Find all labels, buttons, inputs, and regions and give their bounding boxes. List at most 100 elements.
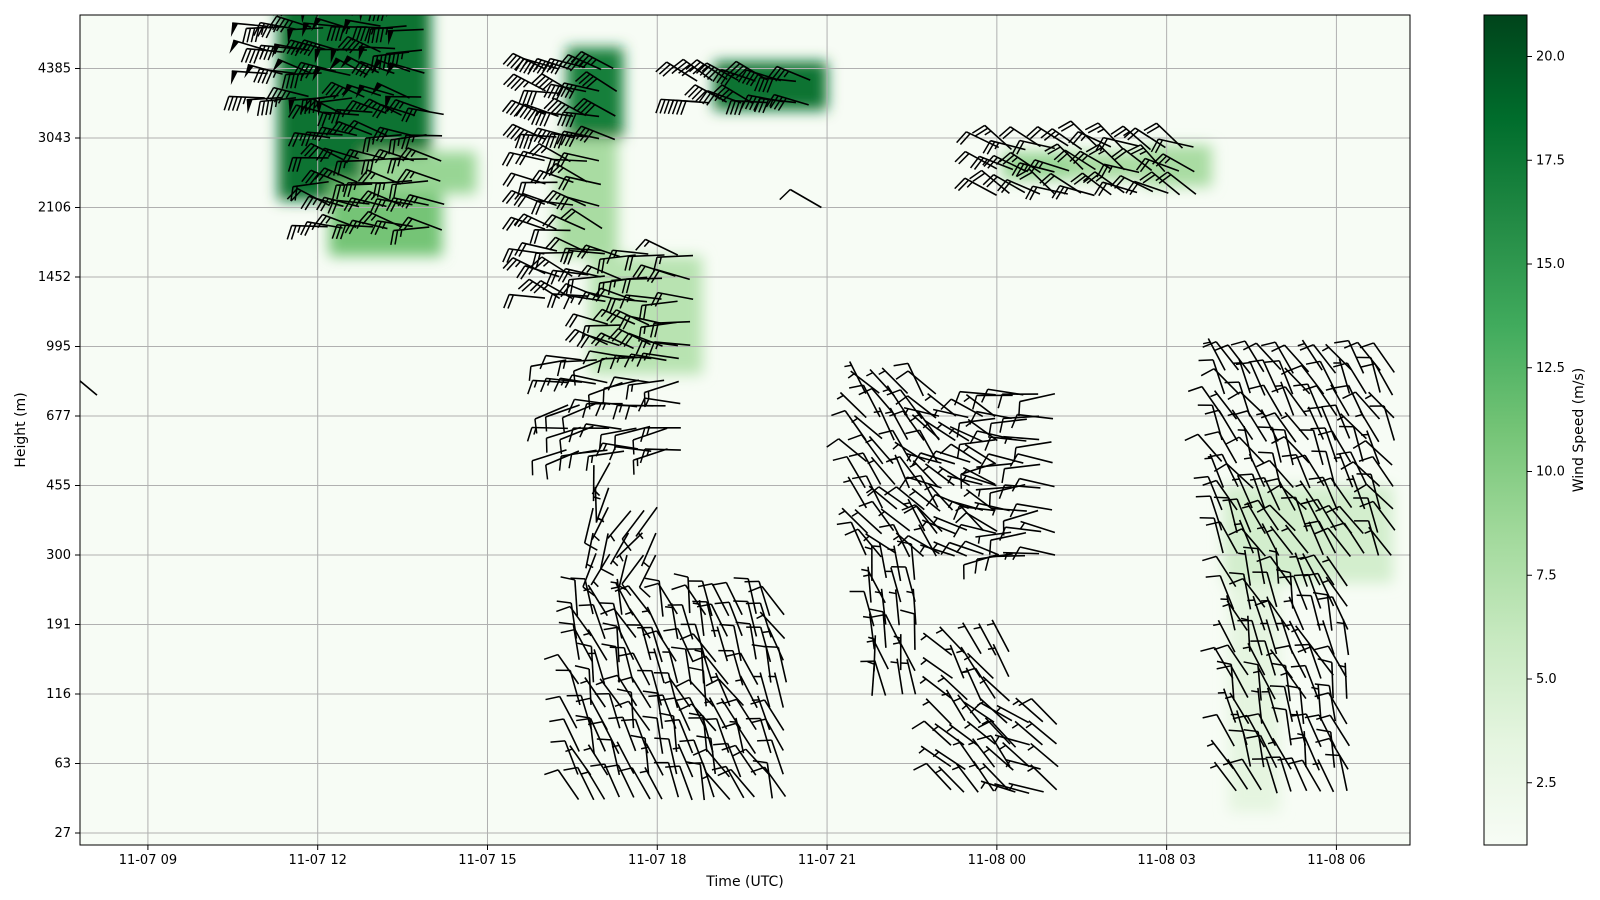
wind-barb — [672, 743, 694, 778]
wind-barb — [592, 308, 636, 325]
wind-barb — [1326, 505, 1364, 535]
wind-barb — [963, 488, 996, 512]
wind-barb — [649, 320, 691, 338]
wind-barb — [342, 83, 382, 98]
wind-barb — [1243, 342, 1282, 371]
wind-barb — [851, 475, 884, 509]
wind-barb — [626, 624, 652, 661]
wind-barb — [605, 297, 648, 313]
wind-barb — [1238, 549, 1252, 586]
wind-barb — [570, 577, 594, 615]
wind-barb — [370, 198, 413, 214]
wind-barb — [895, 370, 937, 395]
wind-barb — [1249, 384, 1283, 417]
x-tick-label: 11-08 00 — [968, 853, 1026, 868]
wind-barb — [1290, 736, 1320, 771]
wind-barb — [1321, 576, 1348, 607]
y-tick-label: 3043 — [38, 131, 71, 146]
wind-barb — [370, 82, 410, 99]
wind-barb — [575, 71, 618, 92]
wind-barb — [988, 418, 1027, 438]
wind-barb — [721, 722, 757, 754]
wind-barb — [1261, 687, 1279, 723]
wind-barb — [1008, 782, 1044, 793]
wind-barb — [1281, 454, 1311, 489]
wind-barb — [1297, 553, 1321, 586]
wind-barb — [1230, 710, 1248, 746]
wind-barb — [898, 476, 942, 490]
y-tick-label: 4385 — [38, 62, 71, 77]
wind-barb — [1314, 645, 1348, 678]
wind-barb — [936, 421, 970, 442]
wind-barb — [1135, 157, 1180, 173]
wind-barb — [621, 554, 645, 597]
wind-barb — [583, 629, 608, 661]
wind-barb — [1336, 451, 1367, 485]
wind-barb — [1346, 474, 1366, 510]
wind-barb — [256, 97, 297, 116]
wind-barb — [560, 628, 593, 662]
wind-barb — [752, 759, 774, 799]
wind-barb — [1294, 643, 1322, 679]
wind-barb — [697, 583, 730, 617]
wind-barb — [920, 656, 953, 679]
wind-barb — [1096, 163, 1140, 179]
wind-barb — [1012, 697, 1044, 723]
wind-barb — [609, 646, 634, 683]
wind-barb — [1247, 595, 1266, 631]
wind-barb — [1202, 341, 1240, 371]
wind-barb — [1110, 174, 1154, 193]
wind-barb — [1288, 759, 1322, 792]
wind-barb — [975, 486, 1012, 497]
wind-barb — [984, 554, 1026, 571]
wind-barb — [892, 638, 916, 672]
wind-barb — [687, 580, 713, 617]
wind-barb — [640, 743, 664, 776]
wind-barb — [595, 487, 610, 523]
wind-barb — [977, 720, 1017, 748]
wind-barb — [1342, 391, 1381, 420]
wind-barb — [1333, 362, 1367, 395]
wind-barb — [558, 175, 602, 191]
wind-barb — [580, 677, 606, 708]
wind-barb — [1005, 758, 1041, 770]
wind-barb — [908, 414, 940, 440]
y-tick-label: 2106 — [38, 201, 71, 216]
wind-barb — [637, 397, 681, 412]
wind-barb — [1280, 411, 1310, 441]
wind-barb — [848, 452, 882, 485]
wind-barb — [867, 456, 896, 486]
wind-barb — [1316, 477, 1353, 509]
wind-barb — [625, 379, 665, 400]
wind-barb — [577, 642, 595, 683]
wind-barb — [557, 111, 600, 128]
wind-barb — [614, 585, 652, 615]
wind-barb — [908, 487, 941, 512]
wind-barb — [619, 332, 663, 347]
wind-barb — [1317, 658, 1334, 699]
wind-barb — [648, 694, 677, 730]
wind-barb — [1011, 477, 1055, 492]
wind-barb — [860, 660, 887, 696]
wind-barb — [1290, 664, 1320, 700]
wind-barb — [556, 152, 600, 167]
wind-barb — [1213, 463, 1254, 489]
wind-barb — [990, 507, 1027, 516]
wind-barb — [1200, 368, 1240, 395]
wind-barb — [1312, 759, 1335, 793]
wind-barb — [570, 50, 614, 70]
colorbar-tick-label: 17.5 — [1536, 153, 1565, 168]
wind-barb — [556, 195, 600, 211]
wind-barb — [711, 626, 729, 662]
wind-barb — [542, 214, 586, 231]
y-tick-label: 995 — [46, 340, 71, 355]
wind-barb — [560, 208, 603, 230]
wind-barb — [642, 690, 664, 729]
wind-barb — [596, 738, 621, 776]
wind-barb — [617, 676, 652, 709]
wind-barb — [621, 509, 645, 552]
wind-barb — [401, 107, 444, 123]
wind-barb — [640, 532, 657, 568]
wind-barb — [1125, 180, 1169, 196]
y-tick-label: 116 — [46, 687, 71, 702]
